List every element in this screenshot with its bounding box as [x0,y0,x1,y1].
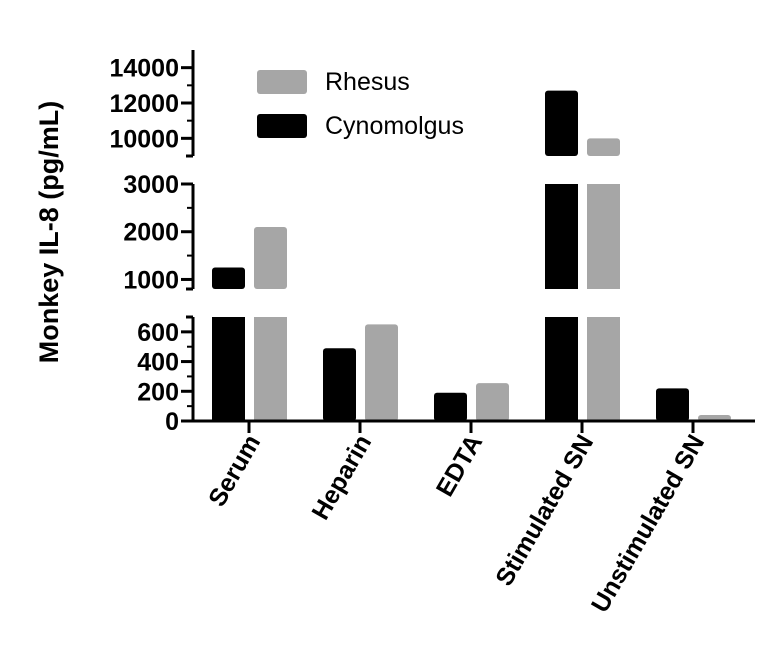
x-tick-label: EDTA [431,430,488,501]
y-tick-label: 10000 [109,125,179,153]
bar-cynomolgus-stimulated-sn-seg0 [545,317,578,421]
bar-cynomolgus-unstimulated-sn-seg0 [656,388,689,421]
x-tick-label: Unstimulated SN [586,430,710,617]
bar-cynomolgus-stimulated-sn-seg1 [545,184,578,289]
y-tick-label: 0 [165,408,179,436]
bar-rhesus-stimulated-sn-seg1 [587,184,620,289]
bar-rhesus-stimulated-sn-seg2 [587,138,620,156]
bar-cynomolgus-edta-seg0 [434,392,467,421]
bar-cynomolgus-stimulated-sn-seg2 [545,90,578,156]
x-tick-label: Stimulated SN [490,430,599,591]
y-tick-label: 400 [137,349,179,377]
y-tick-label: 600 [137,319,179,347]
legend-swatch-cynomolgus [257,114,307,138]
bar-rhesus-stimulated-sn-seg0 [587,317,620,421]
bar-rhesus-heparin-seg0 [365,324,398,421]
y-tick-label: 3000 [123,171,179,199]
legend-swatch-rhesus [257,70,307,94]
y-tick-label: 200 [137,378,179,406]
bar-rhesus-serum-seg0 [254,317,287,421]
bar-rhesus-edta-seg0 [476,383,509,421]
bar-cynomolgus-serum-seg0 [212,317,245,421]
legend-label-rhesus: Rhesus [325,68,410,96]
bar-cynomolgus-serum-seg1 [212,267,245,289]
y-tick-label: 2000 [123,219,179,247]
x-tick-label: Heparin [306,430,377,525]
y-axis-label: Monkey IL-8 (pg/mL) [34,101,64,364]
y-tick-label: 12000 [109,90,179,118]
y-tick-label: 14000 [109,55,179,83]
bar-cynomolgus-heparin-seg0 [323,348,356,421]
legend-label-cynomolgus: Cynomolgus [325,112,464,140]
y-tick-label: 1000 [123,266,179,294]
x-tick-label: Serum [203,430,266,511]
bar-rhesus-serum-seg1 [254,226,287,289]
